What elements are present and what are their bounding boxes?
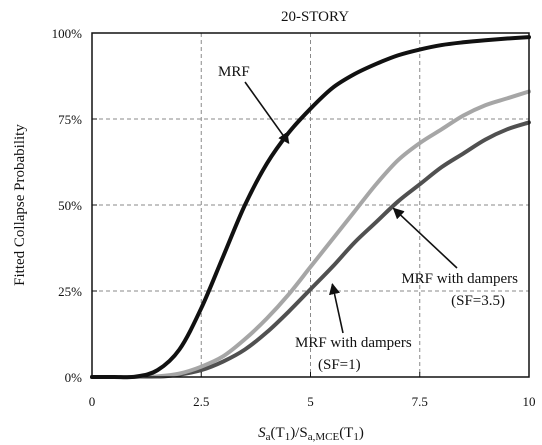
x-label-part: ) [359, 425, 364, 441]
x-tick-label: 10 [523, 394, 536, 409]
chart-title: 20-STORY [281, 9, 349, 25]
x-tick-label: 0 [89, 394, 96, 409]
annotation-arrow-sf35 [392, 207, 458, 269]
y-tick-label: 75% [58, 112, 82, 127]
x-label-sub: 1 [285, 431, 291, 443]
annotations: MRF MRF with dampers (SF=3.5) MRF with damp… [218, 64, 518, 373]
series-line-sf1 [90, 89, 531, 380]
annotation-label-mrf: MRF [218, 64, 250, 80]
x-tick-label: 5 [307, 394, 314, 409]
annotation-arrow-mrf [244, 81, 290, 144]
annotation-label-sf1: (SF=1) [318, 357, 361, 373]
x-label-sub: a,MCE [308, 431, 340, 443]
y-tick-label: 25% [58, 284, 82, 299]
y-tick-label: 100% [52, 26, 83, 41]
axis-ticks: 0 2.5 5 7.5 100%25%50%75%100% [52, 26, 536, 409]
x-label-sub: a [266, 431, 271, 443]
annotation-arrow-sf1 [329, 283, 344, 334]
x-label-part: (T [339, 425, 353, 441]
x-label-sub: 1 [353, 431, 359, 443]
series-lines [90, 35, 531, 380]
x-label-part: (T [271, 425, 285, 441]
x-tick-label: 7.5 [412, 394, 428, 409]
x-label-part: S [258, 425, 266, 441]
y-tick-label: 0% [65, 370, 83, 385]
x-label-part: )/S [290, 425, 308, 441]
grid-lines [92, 33, 529, 377]
y-axis-label: Fitted Collapse Probability [12, 124, 28, 286]
series-line-mrf [90, 35, 531, 380]
x-tick-label: 2.5 [193, 394, 209, 409]
y-tick-label: 50% [58, 198, 82, 213]
annotation-label-sf35: MRF with dampers [401, 271, 518, 287]
annotation-label-sf35: (SF=3.5) [451, 293, 505, 309]
x-axis-label: Sa(T1)/Sa,MCE(T1) [258, 425, 364, 443]
annotation-label-sf1: MRF with dampers [295, 335, 412, 351]
